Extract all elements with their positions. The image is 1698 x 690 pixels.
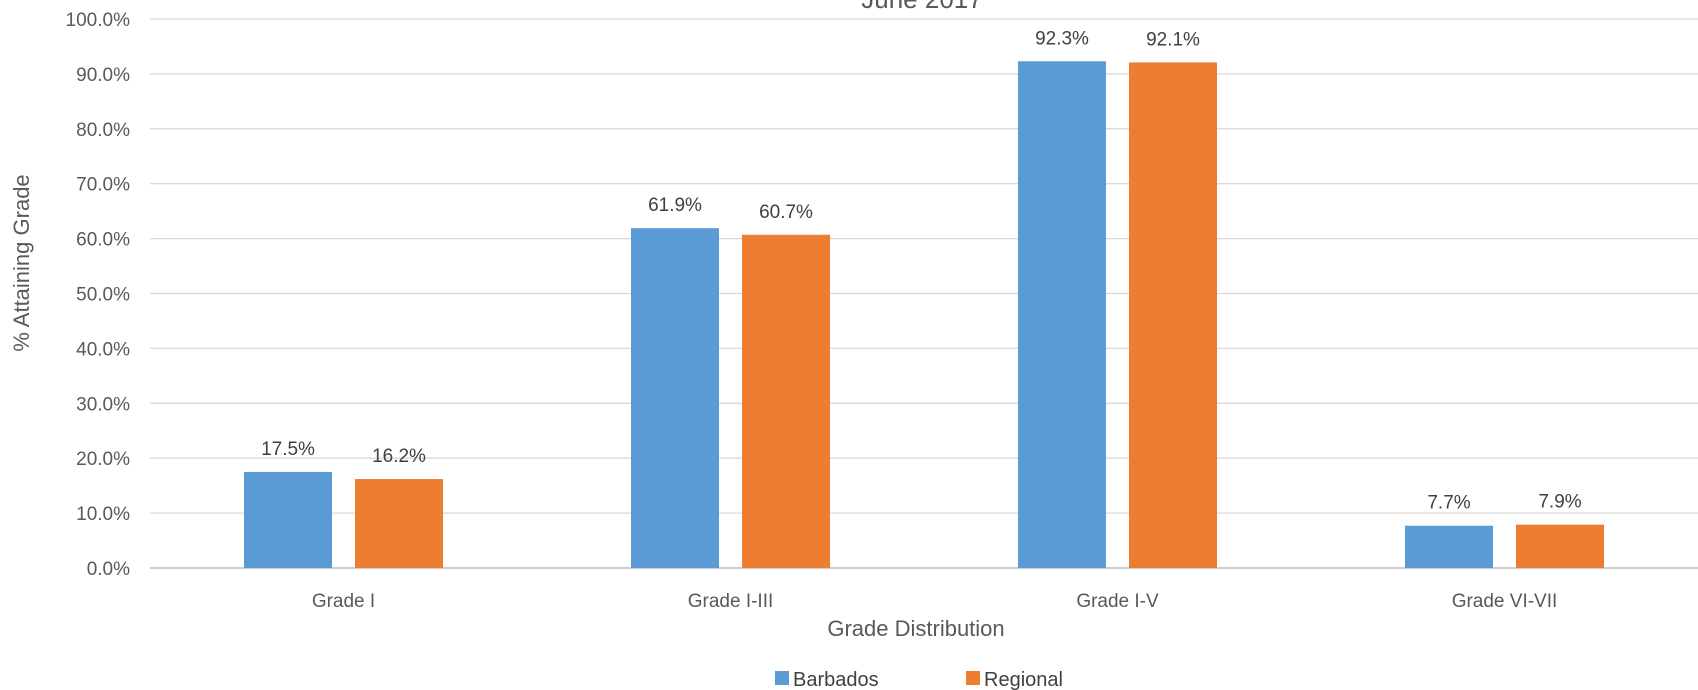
chart-title: June 2017 (861, 0, 982, 14)
y-tick-label: 0.0% (87, 559, 130, 580)
data-label: 17.5% (261, 439, 315, 460)
y-axis-ticks: 0.0% 10.0% 20.0% 30.0% 40.0% 50.0% 60.0% 70.0% 8… (66, 10, 131, 580)
legend-label: Regional (984, 669, 1063, 690)
y-tick-label: 10.0% (76, 504, 130, 525)
y-tick-label: 50.0% (76, 285, 130, 306)
data-label: 16.2% (372, 446, 426, 467)
data-label: 7.7% (1427, 493, 1470, 514)
bar-barbados (1018, 61, 1106, 568)
bar-barbados (631, 228, 719, 568)
y-tick-label: 80.0% (76, 120, 130, 141)
data-label: 92.1% (1146, 29, 1200, 50)
legend-swatch-regional (966, 671, 980, 685)
data-labels: 17.5% 16.2% 61.9% 60.7% 92.3% 92.1% 7.7% 7.9% (261, 28, 1582, 513)
y-tick-label: 100.0% (66, 10, 131, 31)
y-tick-label: 70.0% (76, 175, 130, 196)
bar-regional (742, 234, 830, 568)
y-tick-label: 20.0% (76, 449, 130, 470)
y-tick-label: 90.0% (76, 65, 130, 86)
x-axis-categories: Grade I Grade I-III Grade I-V Grade VI-VII (312, 591, 1557, 612)
y-tick-label: 40.0% (76, 339, 130, 360)
data-label: 60.7% (759, 202, 813, 223)
y-tick-label: 30.0% (76, 394, 130, 415)
bar-barbados (244, 471, 332, 568)
x-axis-title: Grade Distribution (827, 616, 1004, 641)
x-category-label: Grade I-III (688, 591, 774, 612)
x-category-label: Grade I-V (1076, 591, 1159, 612)
bar-regional (355, 479, 443, 568)
x-category-label: Grade I (312, 591, 375, 612)
data-label: 92.3% (1035, 28, 1089, 49)
y-axis-title: % Attaining Grade (9, 174, 34, 351)
bars (244, 61, 1604, 568)
x-category-label: Grade VI-VII (1452, 591, 1558, 612)
y-tick-label: 60.0% (76, 230, 130, 251)
data-label: 61.9% (648, 195, 702, 216)
legend: Barbados Regional (775, 669, 1063, 690)
legend-swatch-barbados (775, 671, 789, 685)
bar-regional (1516, 524, 1604, 568)
data-label: 7.9% (1538, 492, 1581, 513)
bar-regional (1129, 62, 1217, 568)
legend-label: Barbados (793, 669, 879, 690)
bar-barbados (1405, 525, 1493, 568)
